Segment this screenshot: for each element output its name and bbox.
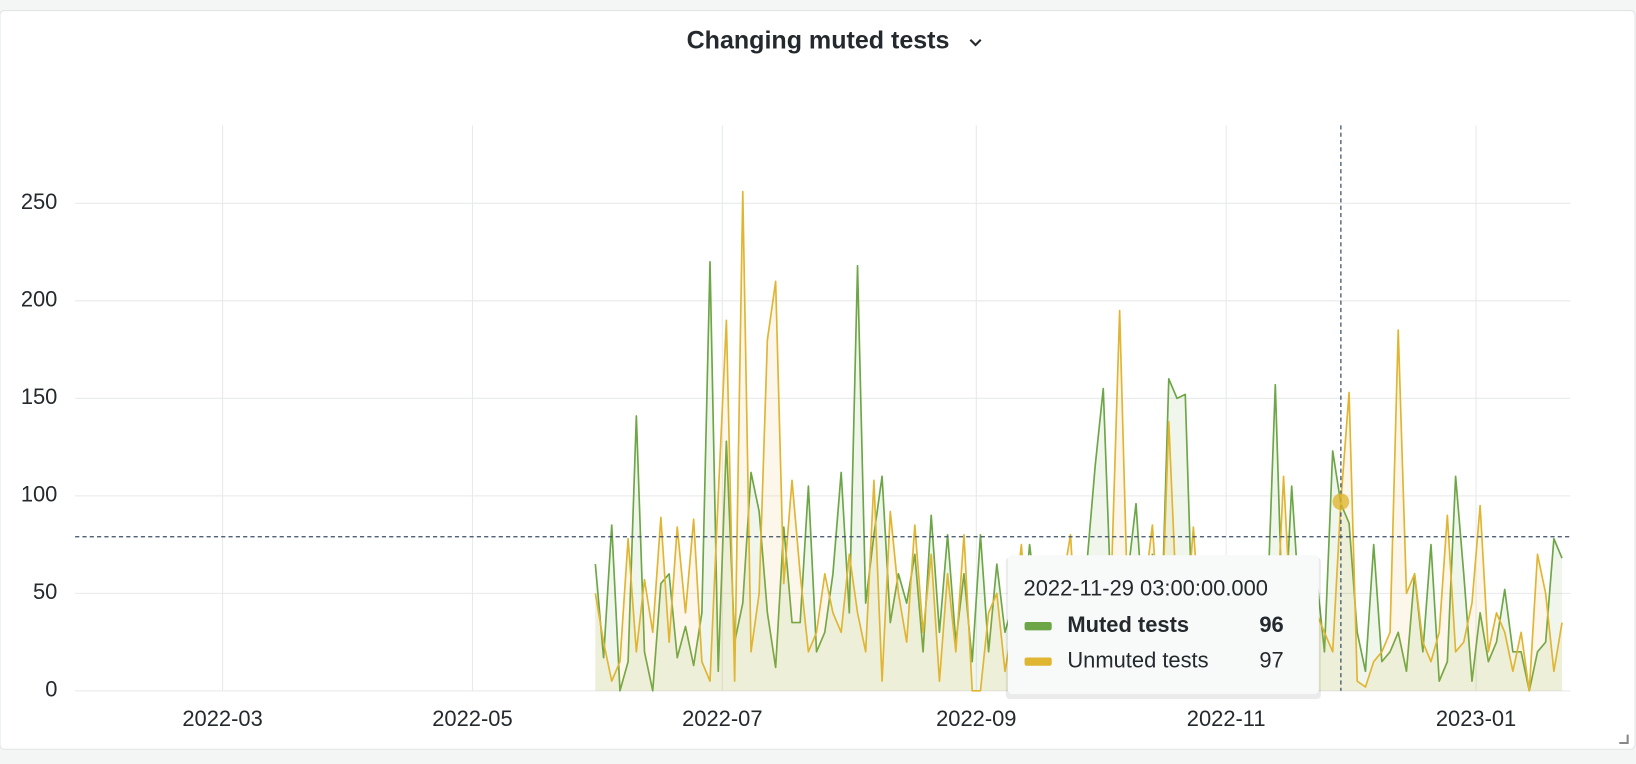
tooltip-series-name: Muted tests xyxy=(1067,612,1189,637)
y-tick-label: 200 xyxy=(21,287,58,312)
resize-handle[interactable] xyxy=(1619,734,1629,745)
y-tick-label: 100 xyxy=(21,482,58,507)
title-chevron[interactable] xyxy=(969,39,982,47)
tooltip-value: 97 xyxy=(1259,647,1283,672)
y-tick-label: 50 xyxy=(33,579,57,604)
hover-point xyxy=(1332,493,1350,511)
tooltip-box xyxy=(1007,555,1319,694)
overlay: 2022-11-29 03:00:00.000 Muted tests 96 Unmu… xyxy=(75,125,1571,700)
tooltip-time: 2022-11-29 03:00:00.000 xyxy=(1024,575,1268,600)
x-tick-label: 2022-07 xyxy=(682,706,762,731)
series-area xyxy=(595,261,1563,691)
tooltip-swatch xyxy=(1024,621,1052,631)
tooltip-swatch xyxy=(1024,657,1052,666)
tooltip-value: 96 xyxy=(1259,612,1283,637)
x-tick-label: 2022-09 xyxy=(936,706,1016,731)
tooltip: 2022-11-29 03:00:00.000 Muted tests 96 Unmu… xyxy=(1005,555,1321,700)
panel-title[interactable]: Changing muted tests xyxy=(687,26,950,54)
tooltip-series-name: Unmuted tests xyxy=(1067,647,1208,672)
x-tick-label: 2023-01 xyxy=(1436,706,1516,731)
grid: 0 50 100 150 200 250 2022-03 2022-05 2022-07 2022… xyxy=(21,125,1571,731)
y-tick-label: 150 xyxy=(21,384,58,409)
x-tick-label: 2022-05 xyxy=(432,706,512,731)
x-tick-label: 2022-11 xyxy=(1187,706,1266,731)
y-tick-label: 250 xyxy=(21,189,58,214)
series-area xyxy=(595,191,1563,691)
y-tick-label: 0 xyxy=(45,677,57,702)
x-tick-label: 2022-03 xyxy=(182,706,262,731)
